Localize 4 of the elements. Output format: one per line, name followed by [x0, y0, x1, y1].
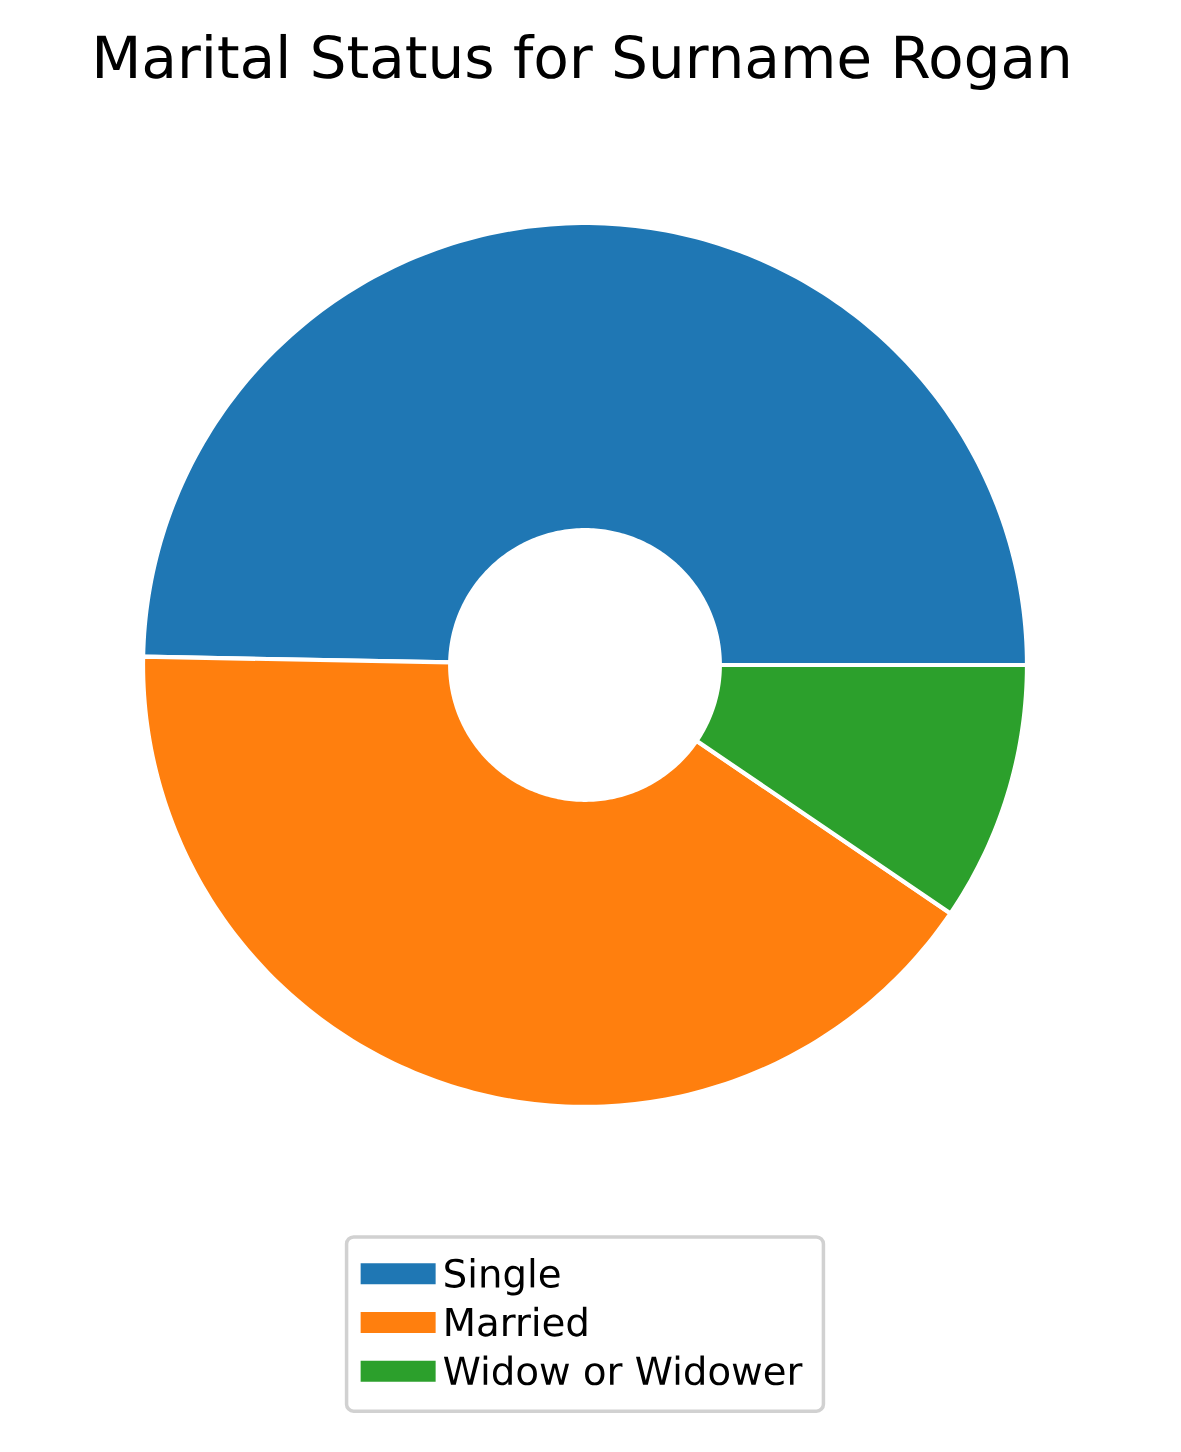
- legend-label: Widow or Widower: [443, 1355, 803, 1386]
- legend-label: Married: [446, 1306, 587, 1337]
- legend-label: Single: [445, 1258, 560, 1296]
- chart-title: Marital Status for Surname Rogan: [97, 33, 1068, 91]
